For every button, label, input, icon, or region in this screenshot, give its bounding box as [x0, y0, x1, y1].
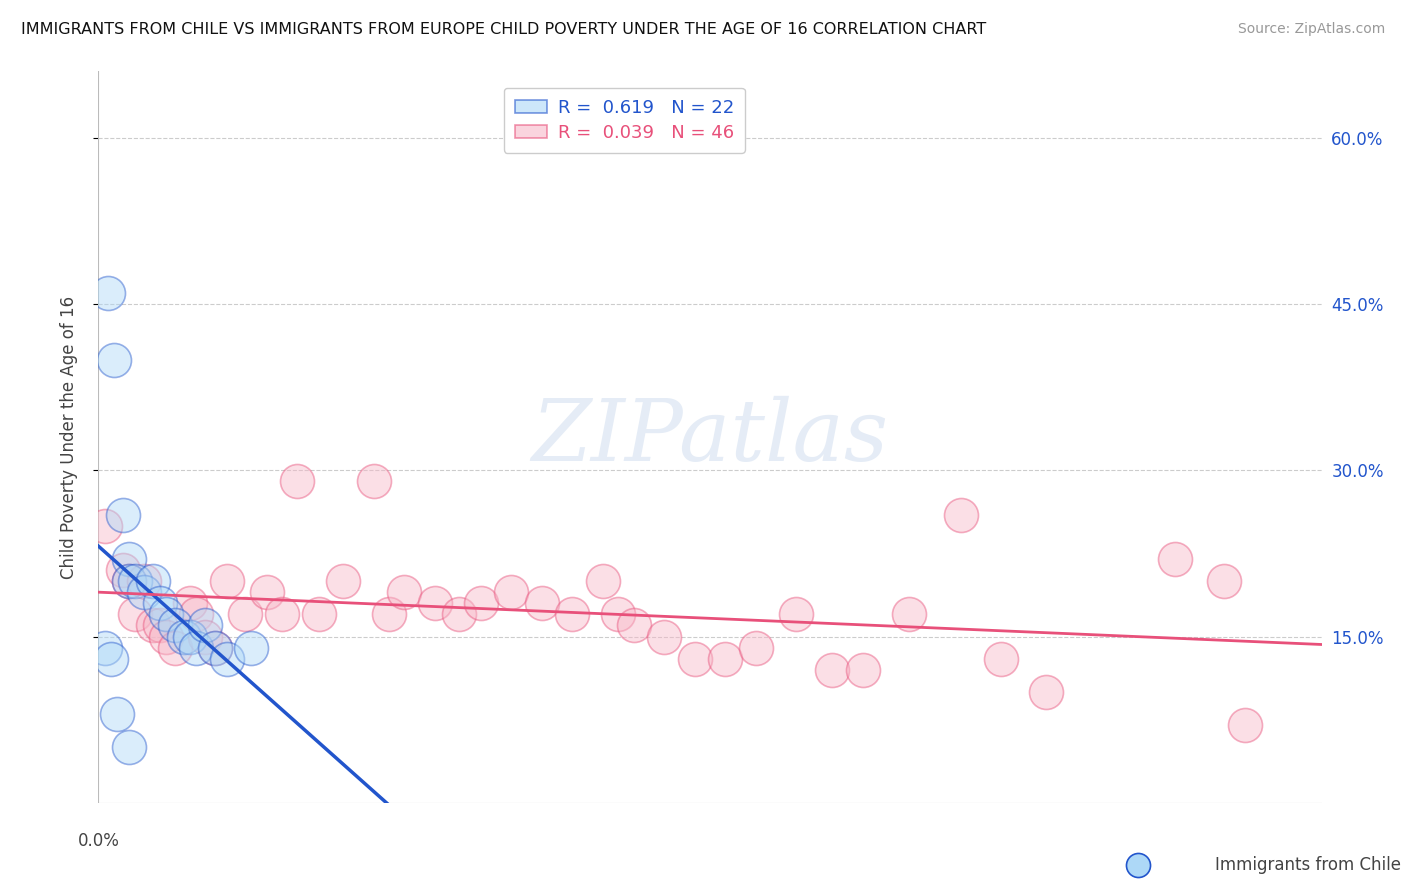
Point	[118, 574, 141, 589]
Point	[897, 607, 920, 622]
Point	[1212, 574, 1234, 589]
Point	[103, 352, 125, 367]
Text: 0.0%: 0.0%	[77, 832, 120, 850]
Point	[363, 475, 385, 489]
Point	[93, 640, 115, 655]
Point	[149, 596, 172, 610]
Point	[423, 596, 446, 610]
Point	[990, 651, 1012, 665]
Point	[134, 574, 156, 589]
Point	[714, 651, 737, 665]
Point	[530, 596, 553, 610]
Point	[118, 552, 141, 566]
Point	[270, 607, 292, 622]
Point	[204, 640, 226, 655]
Text: ZIPatlas: ZIPatlas	[531, 396, 889, 478]
Text: Source: ZipAtlas.com: Source: ZipAtlas.com	[1237, 22, 1385, 37]
Point	[852, 663, 875, 677]
Point	[449, 607, 471, 622]
Point	[623, 618, 645, 632]
Text: IMMIGRANTS FROM CHILE VS IMMIGRANTS FROM EUROPE CHILD POVERTY UNDER THE AGE OF 1: IMMIGRANTS FROM CHILE VS IMMIGRANTS FROM…	[21, 22, 987, 37]
Point	[233, 607, 256, 622]
Point	[163, 640, 186, 655]
Point	[256, 585, 278, 599]
Point	[179, 596, 201, 610]
Point	[100, 651, 122, 665]
Point	[652, 630, 675, 644]
Point	[240, 640, 263, 655]
Point	[118, 740, 141, 755]
Point	[204, 640, 226, 655]
Text: Immigrants from Chile: Immigrants from Chile	[1215, 856, 1400, 874]
Point	[285, 475, 308, 489]
Point	[215, 651, 238, 665]
Point	[1164, 552, 1187, 566]
Point	[592, 574, 614, 589]
Point	[785, 607, 807, 622]
Point	[118, 574, 141, 589]
Point	[124, 607, 146, 622]
Point	[745, 640, 768, 655]
Point	[173, 630, 195, 644]
Point	[607, 607, 630, 622]
Point	[949, 508, 972, 522]
Point	[155, 607, 177, 622]
Point	[470, 596, 492, 610]
Legend: R =  0.619   N = 22, R =  0.039   N = 46: R = 0.619 N = 22, R = 0.039 N = 46	[503, 87, 745, 153]
Point	[378, 607, 401, 622]
Point	[821, 663, 844, 677]
Point	[105, 707, 128, 722]
Point	[215, 574, 238, 589]
Point	[111, 563, 134, 577]
Point	[1128, 890, 1150, 892]
Point	[501, 585, 523, 599]
Point	[163, 618, 186, 632]
Point	[93, 518, 115, 533]
Point	[142, 618, 165, 632]
Point	[186, 607, 208, 622]
Point	[1035, 685, 1057, 699]
Y-axis label: Child Poverty Under the Age of 16: Child Poverty Under the Age of 16	[59, 295, 77, 579]
Point	[186, 640, 208, 655]
Point	[194, 618, 217, 632]
Point	[1234, 718, 1257, 732]
Point	[194, 630, 217, 644]
Point	[392, 585, 416, 599]
Point	[97, 285, 120, 300]
Point	[134, 585, 156, 599]
Point	[124, 574, 146, 589]
Point	[332, 574, 354, 589]
Point	[142, 574, 165, 589]
Point	[179, 630, 201, 644]
Point	[111, 508, 134, 522]
Point	[155, 630, 177, 644]
Point	[308, 607, 330, 622]
Point	[683, 651, 706, 665]
Point	[149, 618, 172, 632]
Point	[561, 607, 583, 622]
